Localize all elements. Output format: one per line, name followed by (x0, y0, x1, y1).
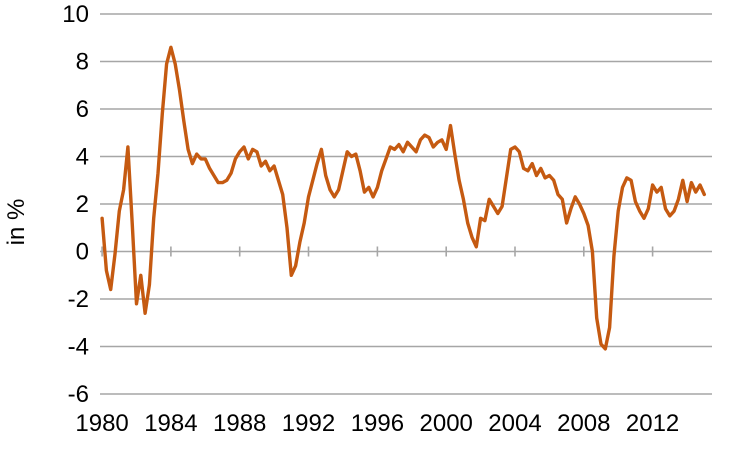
x-tick-label: 1992 (282, 410, 335, 437)
y-tick-label: -6 (68, 381, 89, 408)
x-tick-label: 2012 (626, 410, 679, 437)
y-tick-label: 10 (62, 1, 89, 28)
x-tick-label: 2008 (557, 410, 610, 437)
y-tick-label: 0 (76, 239, 89, 266)
y-tick-label: 6 (76, 96, 89, 123)
y-tick-label: -2 (68, 286, 89, 313)
y-tick-label: -4 (68, 334, 89, 361)
x-tick-label: 1980 (75, 410, 128, 437)
y-tick-label: 4 (76, 144, 89, 171)
series-line-growth-rate-percent (100, 45, 706, 351)
x-tick-label: 2000 (420, 410, 473, 437)
y-tick-label: 2 (76, 191, 89, 218)
x-tick-label: 1988 (213, 410, 266, 437)
y-axis-title: in % (3, 199, 30, 246)
x-tick-label: 1984 (144, 410, 197, 437)
y-tick-label: 8 (76, 49, 89, 76)
x-tick-label: 1996 (351, 410, 404, 437)
x-tick-label: 2004 (488, 410, 541, 437)
